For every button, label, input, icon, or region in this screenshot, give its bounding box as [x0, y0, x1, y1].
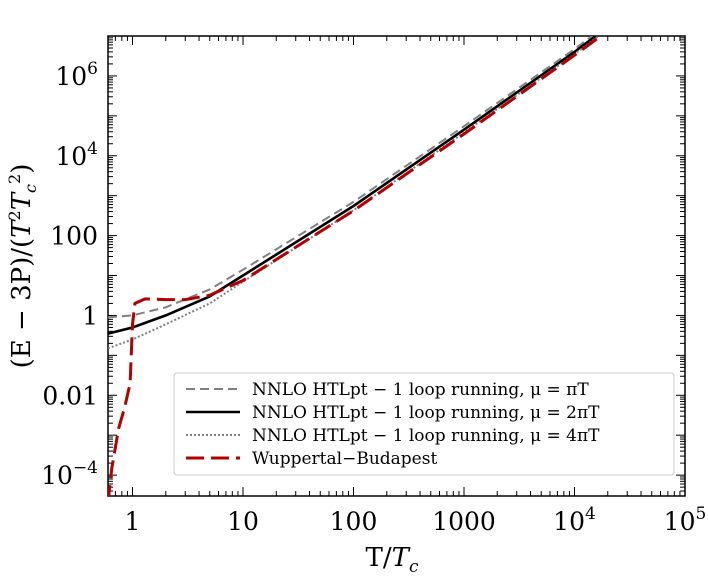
tick-labels: 1 10 100 1000 104 105 10−4 0.01 1 100 104 106: [41, 59, 706, 536]
y-tick-label: 10−4: [41, 458, 98, 490]
y-axis-title: (E − 3P)/(T2Tc2): [5, 164, 40, 369]
series-line-4: [108, 36, 604, 496]
x-tick-label: 104: [553, 504, 596, 536]
series-layer: [108, 36, 604, 496]
legend: NNLO HTLpt − 1 loop running, μ = πT NNLO …: [173, 372, 675, 476]
ticks: [107, 35, 686, 497]
x-tick-label: 10: [227, 507, 259, 536]
x-axis-title: T/Tc: [366, 543, 419, 576]
x-tick-label: 1: [125, 507, 141, 536]
x-tick-label: 100: [330, 507, 378, 536]
y-tick-label: 104: [55, 139, 98, 171]
series-line-1: [108, 36, 594, 319]
legend-label-4: Wuppertal−Budapest: [252, 449, 437, 469]
legend-box: [173, 372, 675, 476]
y-tick-label: 0.01: [42, 381, 98, 410]
y-tick-label: 1: [82, 301, 98, 330]
legend-label-3: NNLO HTLpt − 1 loop running, μ = 4πT: [252, 426, 600, 446]
y-tick-label: 106: [55, 59, 98, 91]
legend-label-1: NNLO HTLpt − 1 loop running, μ = πT: [252, 380, 589, 400]
legend-label-2: NNLO HTLpt − 1 loop running, μ = 2πT: [252, 403, 600, 423]
x-tick-label: 105: [664, 504, 707, 536]
series-line-2: [108, 36, 598, 335]
y-tick-label: 100: [50, 222, 98, 251]
x-tick-label: 1000: [432, 507, 496, 536]
